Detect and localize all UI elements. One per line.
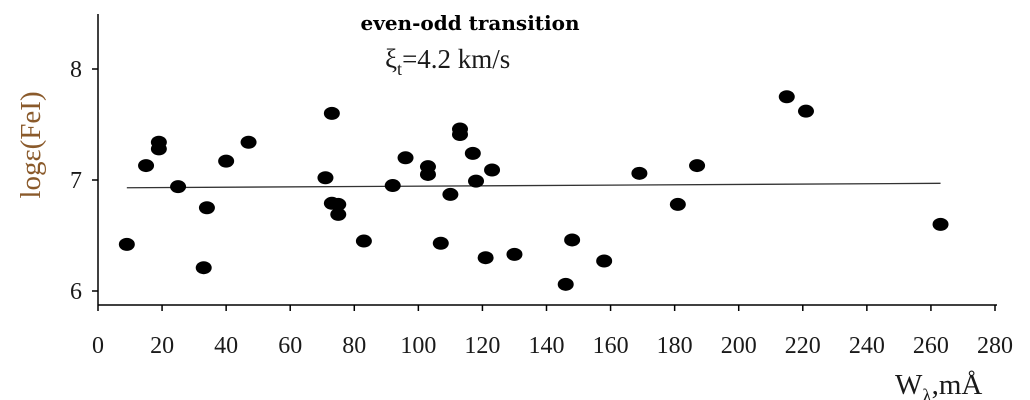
x-tick-label: 260	[913, 333, 949, 359]
subtitle-value: =4.2 km/s	[402, 44, 510, 74]
x-tick-label: 20	[150, 333, 174, 359]
data-point	[778, 90, 795, 104]
x-ticks: 0 20 40 60 80 100 120 140 160 180 200 220 240 260 280	[92, 305, 1013, 359]
y-tick-label: 8	[70, 57, 82, 83]
data-point	[442, 187, 459, 201]
data-point	[484, 163, 501, 177]
x-tick-label: 200	[721, 333, 757, 359]
data-point	[477, 251, 494, 265]
chart-subtitle: ξt=4.2 km/s	[385, 44, 510, 79]
data-point	[240, 135, 257, 149]
x-tick-label: 160	[593, 333, 629, 359]
data-point	[150, 142, 167, 156]
y-tick-label: 7	[70, 168, 82, 194]
y-ticks: 6 7 8	[70, 57, 98, 305]
data-point	[506, 247, 523, 261]
data-point	[138, 159, 155, 173]
data-point	[797, 104, 814, 118]
x-tick-label: 280	[977, 333, 1013, 359]
data-points	[118, 90, 949, 291]
x-axis-label-subscript: λ	[922, 386, 932, 400]
data-point	[218, 154, 235, 168]
y-axis-label: logε(FeI)	[15, 91, 47, 198]
x-axis-label-unit: ,mÅ	[932, 369, 983, 400]
data-point	[464, 146, 481, 160]
data-point	[564, 233, 581, 247]
data-point	[355, 234, 372, 248]
x-axis-label: Wλ,mÅ	[895, 369, 982, 400]
data-point	[198, 201, 215, 215]
x-tick-label: 180	[657, 333, 693, 359]
x-tick-label: 0	[92, 333, 104, 359]
x-axis-label-main: W	[895, 369, 923, 400]
data-point	[452, 127, 469, 141]
subtitle-symbol: ξ	[385, 44, 397, 74]
data-point	[330, 197, 347, 211]
data-point	[557, 277, 574, 291]
subtitle-subscript: t	[397, 59, 402, 79]
data-point	[118, 237, 135, 251]
data-point	[432, 236, 449, 250]
trend-line	[126, 182, 941, 189]
x-tick-label: 100	[400, 333, 436, 359]
y-tick-label: 6	[70, 279, 82, 305]
x-tick-label: 60	[278, 333, 302, 359]
data-point	[932, 217, 949, 231]
data-point	[397, 151, 414, 165]
data-point	[330, 207, 347, 221]
x-tick-label: 220	[785, 333, 821, 359]
x-tick-label: 140	[529, 333, 565, 359]
data-point	[170, 180, 187, 194]
x-tick-label: 240	[849, 333, 885, 359]
data-point	[631, 166, 648, 180]
chart-title: even-odd transition	[360, 11, 579, 35]
x-tick-label: 120	[464, 333, 500, 359]
x-tick-label: 40	[214, 333, 238, 359]
data-point	[195, 261, 212, 275]
data-point	[323, 106, 340, 120]
data-point	[317, 171, 334, 185]
data-point	[689, 159, 706, 173]
data-point	[468, 174, 485, 188]
data-point	[669, 197, 686, 211]
x-tick-label: 80	[342, 333, 366, 359]
data-point	[596, 254, 613, 268]
data-point	[419, 167, 436, 181]
data-point	[384, 179, 401, 193]
